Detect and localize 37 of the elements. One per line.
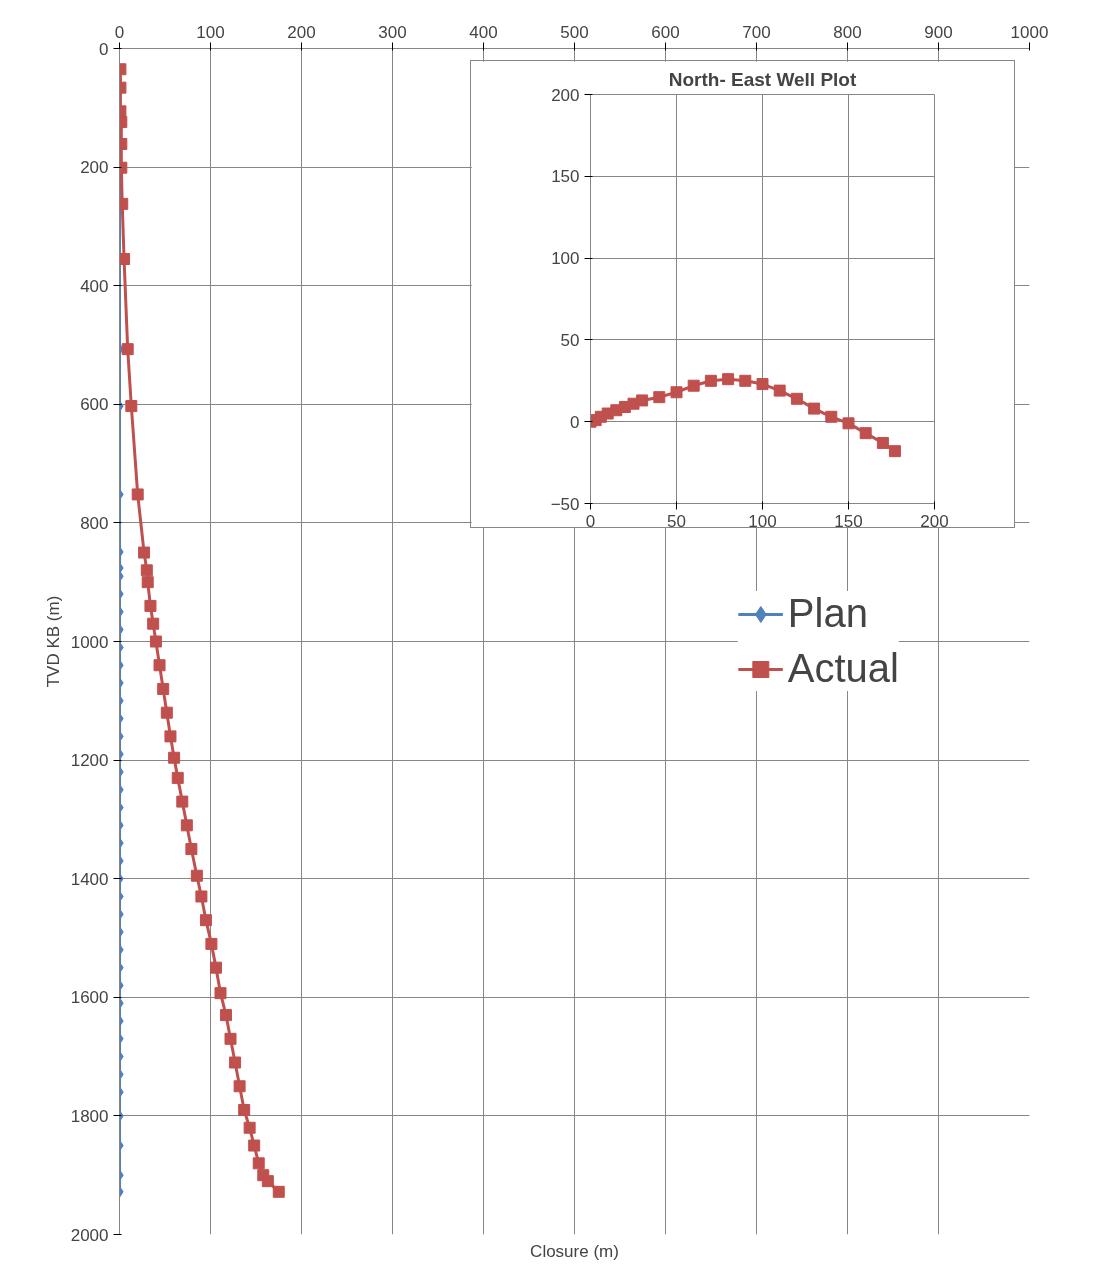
x-tick-label: 100 [748, 511, 777, 531]
y-tick-label: 1400 [70, 869, 109, 889]
y-tick-label: 600 [80, 395, 109, 415]
legend-label: Actual [787, 646, 899, 691]
y-tick-label: 200 [80, 158, 109, 178]
x-tick-label: 300 [378, 22, 407, 42]
y-tick-label: 400 [80, 276, 109, 296]
y-tick-label: 200 [551, 85, 580, 105]
x-tick-label: 0 [114, 22, 125, 42]
y-tick-label: 2000 [70, 1225, 109, 1245]
x-tick-label: 600 [651, 22, 680, 42]
y-tick-label: 50 [560, 330, 580, 350]
x-tick-label: 0 [585, 511, 596, 531]
y-tick-label: 1600 [70, 988, 109, 1008]
y-tick-label: 1800 [70, 1106, 109, 1126]
y-tick-label: 1000 [70, 632, 109, 652]
x-tick-label: 150 [834, 511, 863, 531]
x-tick-label: 800 [833, 22, 862, 42]
x-tick-label: 500 [560, 22, 589, 42]
x-tick-label: 900 [924, 22, 953, 42]
x-tick-label: 100 [196, 22, 225, 42]
x-tick-label: 200 [287, 22, 316, 42]
x-axis-title: Closure (m) [530, 1241, 619, 1261]
chart-title: North- East Well Plot [668, 68, 857, 90]
y-tick-label: −50 [550, 494, 580, 514]
y-tick-label: 150 [551, 167, 580, 187]
x-tick-label: 700 [742, 22, 771, 42]
x-tick-label: 1000 [1010, 22, 1049, 42]
legend-label: Plan [787, 591, 868, 636]
x-tick-label: 50 [667, 511, 686, 531]
y-axis-title: TVD KB (m) [43, 595, 63, 688]
y-tick-label: 1200 [70, 751, 109, 771]
y-tick-label: 100 [551, 249, 580, 269]
x-tick-label: 400 [469, 22, 498, 42]
y-tick-label: 0 [99, 39, 109, 59]
y-tick-label: 0 [570, 412, 580, 432]
x-tick-label: 200 [920, 511, 949, 531]
